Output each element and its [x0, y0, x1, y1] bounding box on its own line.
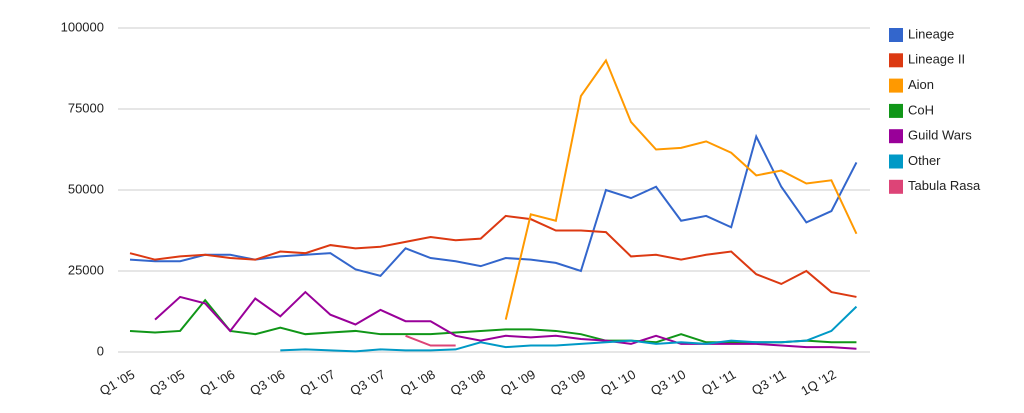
legend-label: CoH [908, 102, 934, 117]
legend-label: Other [908, 153, 941, 168]
x-tick-label: Q3 '11 [749, 367, 788, 398]
x-tick-label: Q3 '06 [247, 367, 287, 399]
x-tick-label: Q3 '07 [347, 367, 387, 399]
x-tick-label: Q1 '11 [699, 367, 738, 398]
x-tick-label: Q1 '05 [97, 367, 137, 399]
x-tick-label: Q1 '07 [297, 367, 337, 399]
x-tick-label: Q1 '09 [498, 367, 538, 399]
series-line [129, 214, 857, 298]
x-tick-label: Q1 '08 [397, 367, 437, 399]
x-tick-label: Q3 '05 [147, 367, 187, 399]
legend-swatch [889, 103, 903, 118]
y-tick-label: 0 [97, 343, 104, 358]
legend-label: Lineage II [908, 52, 965, 67]
legend-label: Guild Wars [908, 128, 972, 143]
y-tick-label: 25000 [68, 262, 104, 277]
series-line [405, 334, 456, 347]
legend-swatch [889, 129, 903, 144]
legend-label: Tabula Rasa [908, 178, 981, 193]
y-tick-label: 75000 [68, 100, 104, 115]
series-line [504, 58, 858, 320]
x-tick-label: Q1 '10 [598, 367, 638, 399]
legend-swatch [889, 28, 903, 42]
x-tick-label: Q3 '08 [448, 367, 488, 399]
x-tick-label: Q3 '10 [648, 367, 688, 399]
series-line [154, 290, 857, 350]
x-tick-label: Q3 '09 [548, 367, 588, 399]
legend-swatch [889, 53, 903, 68]
series-line [280, 305, 858, 353]
y-tick-label: 100000 [61, 19, 104, 34]
legend-swatch [889, 179, 903, 194]
x-tick-label: 1Q '12 [798, 367, 838, 399]
legend-label: Aion [908, 77, 934, 92]
series-line [129, 298, 857, 344]
legend-swatch [889, 78, 903, 93]
legend-swatch [889, 154, 903, 169]
y-tick-label: 50000 [68, 181, 104, 196]
series-line [129, 133, 858, 277]
legend-label: Lineage [908, 26, 954, 41]
x-tick-label: Q1 '06 [197, 367, 237, 399]
